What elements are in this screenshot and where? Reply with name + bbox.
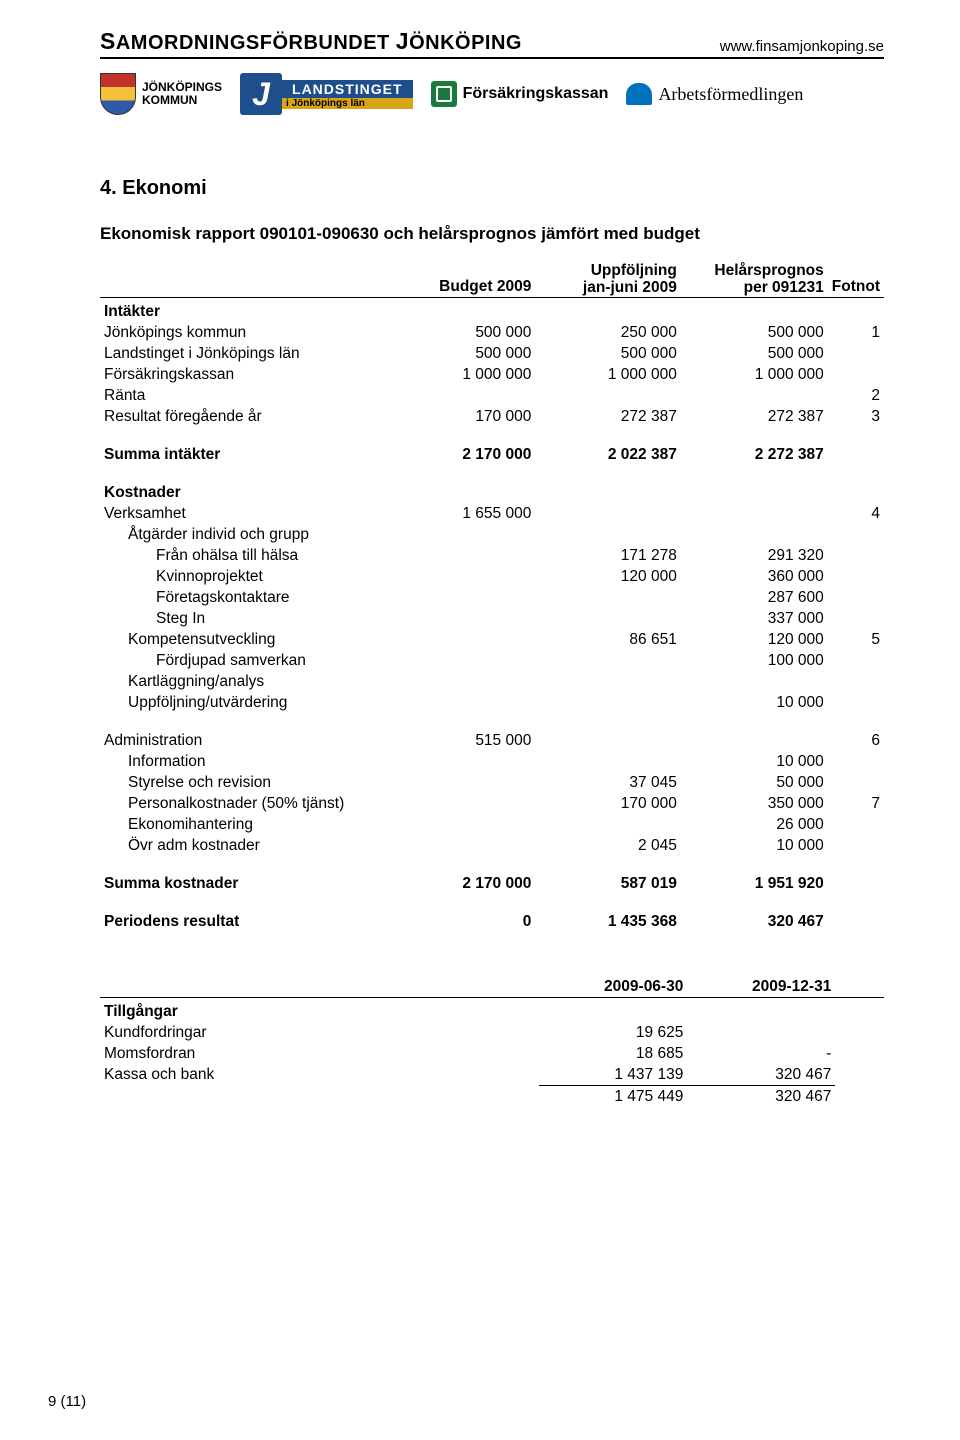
table-row: Uppföljning/utvärdering10 000 [100, 692, 884, 713]
row-summa-intakter: Summa intäkter2 170 0002 022 3872 272 38… [100, 444, 884, 465]
table-row: Steg In337 000 [100, 608, 884, 629]
table-row: Styrelse och revision37 04550 000 [100, 772, 884, 793]
row-kostnader-heading: Kostnader [100, 482, 408, 503]
row-tillgangar-heading: Tillgångar [100, 1001, 413, 1022]
balance-table: 2009-06-302009-12-31 Tillgångar Kundford… [100, 976, 884, 1107]
brand-initial-1: S [100, 28, 116, 54]
table-row: Jönköpings kommun500 000250 000500 0001 [100, 322, 884, 343]
bal-col-2: 2009-12-31 [687, 976, 835, 998]
af-icon [626, 83, 652, 105]
table-row: Från ohälsa till hälsa171 278291 320 [100, 545, 884, 566]
lt-line2: i Jönköpings län [282, 98, 413, 109]
lt-line1: LANDSTINGET [282, 80, 413, 98]
table-row: Åtgärder individ och grupp [100, 524, 884, 545]
website-url: www.finsamjonkoping.se [720, 38, 884, 55]
logo-landstinget: J LANDSTINGET i Jönköpings län [240, 73, 413, 115]
bal-col-1: 2009-06-30 [539, 976, 687, 998]
partner-logos: JÖNKÖPINGS KOMMUN J LANDSTINGET i Jönköp… [100, 73, 884, 115]
table-row: Kvinnoprojektet120 000360 000 [100, 566, 884, 587]
brand-title: SAMORDNINGSFÖRBUNDET JÖNKÖPING [100, 28, 522, 55]
page-header: SAMORDNINGSFÖRBUNDET JÖNKÖPING www.finsa… [100, 28, 884, 59]
table-row: Landstinget i Jönköpings län500 000500 0… [100, 343, 884, 364]
shield-icon [100, 73, 136, 115]
table-row: Ekonomihantering26 000 [100, 814, 884, 835]
row-intakter-heading: Intäkter [100, 301, 408, 322]
page-number: 9 (11) [48, 1393, 86, 1410]
brand-word-2: ÖNKÖPING [409, 32, 522, 54]
table-row: Företagskontaktare287 600 [100, 587, 884, 608]
brand-word-1: AMORDNINGSFÖRBUNDET [116, 32, 390, 54]
table-row: Momsfordran18 685- [100, 1043, 884, 1064]
table-row: Resultat föregående år170 000272 387272 … [100, 406, 884, 427]
logo-forsakringskassan: Försäkringskassan [431, 81, 609, 107]
table-header-row: Budget 2009 Uppföljningjan-juni 2009 Hel… [100, 260, 884, 298]
table-row: Verksamhet1 655 0004 [100, 503, 884, 524]
table-row: Övr adm kostnader2 04510 000 [100, 835, 884, 856]
col-uppf-1: Uppföljning [591, 262, 677, 279]
col-prog-1: Helårsprognos [714, 262, 823, 279]
table-row: Personalkostnader (50% tjänst)170 000350… [100, 793, 884, 814]
row-total: 1 475 449320 467 [100, 1086, 884, 1108]
col-budget: Budget 2009 [408, 260, 535, 298]
brand-initial-2: J [396, 28, 409, 54]
table-row: Kompetensutveckling86 651120 0005 [100, 629, 884, 650]
finance-table: Budget 2009 Uppföljningjan-juni 2009 Hel… [100, 260, 884, 932]
logo-jonkoping-kommun: JÖNKÖPINGS KOMMUN [100, 73, 222, 115]
row-periodens-resultat: Periodens resultat01 435 368320 467 [100, 911, 884, 932]
section-heading: 4. Ekonomi [100, 177, 884, 200]
table-row: Kartläggning/analys [100, 671, 884, 692]
landstinget-j-icon: J [240, 73, 282, 115]
jk-line2: KOMMUN [142, 94, 222, 107]
table-row: Fördjupad samverkan100 000 [100, 650, 884, 671]
fk-label: Försäkringskassan [463, 85, 609, 103]
row-summa-kostnader: Summa kostnader2 170 000587 0191 951 920 [100, 873, 884, 894]
col-fotnot: Fotnot [828, 260, 884, 298]
report-heading: Ekonomisk rapport 090101-090630 och helå… [100, 224, 884, 244]
col-prog-2: per 091231 [744, 279, 824, 296]
fk-icon [431, 81, 457, 107]
table-row: Försäkringskassan1 000 0001 000 0001 000… [100, 364, 884, 385]
table-row: Information10 000 [100, 751, 884, 772]
table-row: Kassa och bank1 437 139320 467 [100, 1064, 884, 1086]
table-row: Kundfordringar19 625 [100, 1022, 884, 1043]
af-label: Arbetsförmedlingen [658, 84, 803, 105]
logo-arbetsformedlingen: Arbetsförmedlingen [626, 83, 803, 105]
table-row: Ränta2 [100, 385, 884, 406]
table-row: Administration515 0006 [100, 730, 884, 751]
col-uppf-2: jan-juni 2009 [583, 279, 677, 296]
